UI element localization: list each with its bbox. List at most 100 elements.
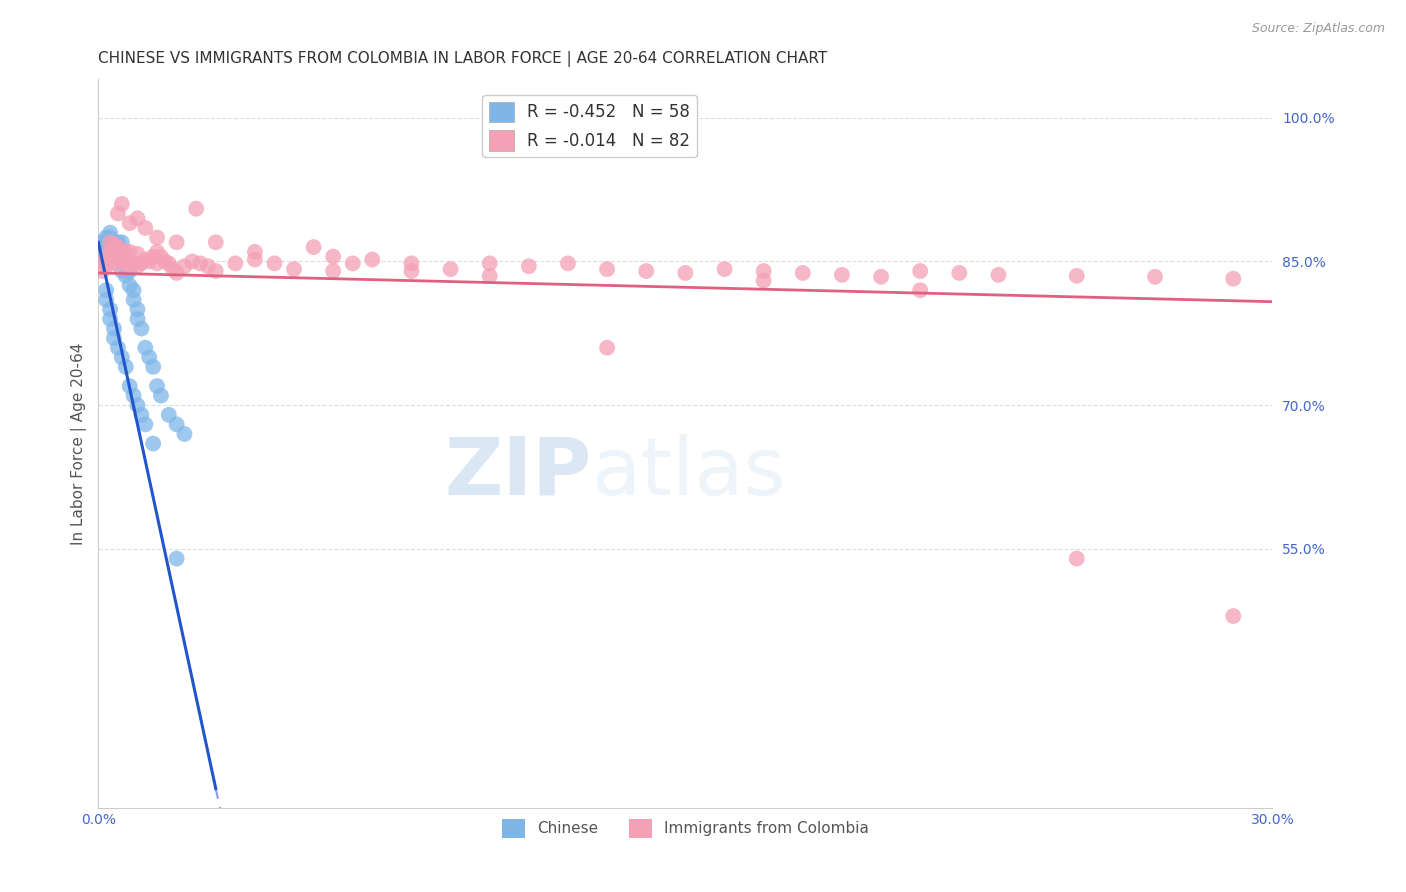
Point: [149, 250, 172, 264]
Text: ZIP: ZIP: [444, 434, 592, 512]
Y-axis label: In Labor Force | Age 20-64: In Labor Force | Age 20-64: [72, 343, 87, 545]
Point: [162, 262, 184, 277]
Point: [322, 264, 344, 278]
Point: [134, 341, 156, 355]
Point: [111, 235, 134, 250]
Point: [243, 244, 266, 259]
Point: [134, 252, 156, 267]
Point: [114, 256, 136, 270]
Point: [114, 254, 136, 268]
Point: [96, 293, 118, 307]
Point: [118, 216, 141, 230]
Point: [103, 244, 125, 259]
Point: [111, 197, 134, 211]
Point: [96, 230, 118, 244]
Point: [98, 312, 121, 326]
Point: [596, 341, 619, 355]
Point: [91, 254, 114, 268]
Point: [131, 408, 153, 422]
Point: [596, 262, 619, 277]
Point: [103, 244, 125, 259]
Point: [439, 262, 461, 277]
Point: [401, 256, 423, 270]
Point: [103, 321, 125, 335]
Point: [127, 398, 149, 412]
Point: [166, 417, 188, 432]
Point: [131, 321, 153, 335]
Point: [908, 264, 931, 278]
Point: [401, 264, 423, 278]
Point: [91, 264, 114, 278]
Point: [111, 264, 134, 278]
Point: [186, 202, 208, 216]
Point: [948, 266, 970, 280]
Point: [166, 551, 188, 566]
Point: [478, 268, 501, 283]
Point: [103, 235, 125, 250]
Point: [166, 266, 188, 280]
Point: [517, 259, 540, 273]
Point: [173, 427, 195, 442]
Point: [98, 254, 121, 268]
Point: [302, 240, 325, 254]
Point: [107, 341, 129, 355]
Point: [149, 389, 172, 403]
Point: [204, 264, 226, 278]
Point: [342, 256, 364, 270]
Point: [134, 220, 156, 235]
Point: [122, 256, 145, 270]
Point: [166, 235, 188, 250]
Point: [107, 240, 129, 254]
Point: [111, 244, 134, 259]
Point: [122, 283, 145, 297]
Point: [322, 250, 344, 264]
Point: [131, 256, 153, 270]
Point: [673, 266, 696, 280]
Point: [142, 436, 165, 450]
Point: [127, 211, 149, 226]
Point: [96, 259, 118, 273]
Point: [98, 250, 121, 264]
Point: [98, 244, 121, 259]
Point: [1222, 271, 1244, 285]
Point: [98, 235, 121, 250]
Point: [122, 389, 145, 403]
Point: [1066, 268, 1088, 283]
Point: [713, 262, 735, 277]
Point: [122, 293, 145, 307]
Point: [107, 250, 129, 264]
Point: [243, 252, 266, 267]
Point: [146, 230, 169, 244]
Point: [111, 256, 134, 270]
Point: [118, 259, 141, 273]
Point: [91, 250, 114, 264]
Point: [138, 254, 160, 268]
Point: [114, 268, 136, 283]
Point: [118, 264, 141, 278]
Point: [107, 244, 129, 259]
Point: [107, 235, 129, 250]
Point: [908, 283, 931, 297]
Point: [263, 256, 285, 270]
Point: [142, 250, 165, 264]
Point: [114, 359, 136, 374]
Point: [98, 235, 121, 250]
Point: [204, 235, 226, 250]
Text: atlas: atlas: [592, 434, 786, 512]
Point: [96, 244, 118, 259]
Point: [107, 250, 129, 264]
Point: [98, 244, 121, 259]
Point: [111, 351, 134, 365]
Point: [157, 408, 180, 422]
Point: [134, 417, 156, 432]
Point: [98, 302, 121, 317]
Point: [1066, 551, 1088, 566]
Point: [138, 351, 160, 365]
Point: [118, 379, 141, 393]
Point: [127, 247, 149, 261]
Point: [118, 244, 141, 259]
Point: [361, 252, 384, 267]
Point: [283, 262, 305, 277]
Point: [188, 256, 211, 270]
Text: Source: ZipAtlas.com: Source: ZipAtlas.com: [1251, 22, 1385, 36]
